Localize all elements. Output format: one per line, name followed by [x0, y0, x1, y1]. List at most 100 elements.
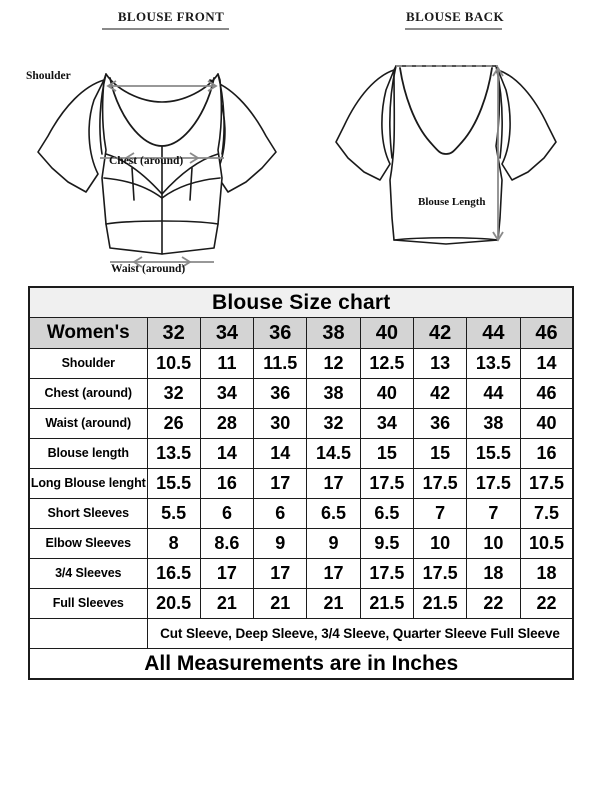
column-header-size: 32 — [146, 317, 201, 349]
table-cell: 15 — [412, 438, 468, 469]
table-row: Waist (around) 26 28 30 32 34 36 38 40 — [28, 408, 574, 439]
table-cell: 36 — [253, 378, 308, 409]
table-cell: 21 — [253, 588, 308, 619]
column-header-size: 34 — [199, 317, 255, 349]
label-shoulder: Shoulder — [26, 70, 71, 82]
table-cell: 26 — [146, 408, 201, 439]
table-cell: 17.5 — [412, 558, 468, 589]
blouse-front-title: BLOUSE FRONT — [117, 9, 225, 24]
table-cell: 32 — [146, 378, 201, 409]
shoulder-measure-arrow — [106, 80, 218, 92]
column-header-size: 44 — [466, 317, 521, 349]
table-cell: 16 — [199, 468, 255, 499]
table-cell: 10 — [412, 528, 468, 559]
blouse-back-illustration — [335, 65, 557, 245]
table-cell: 40 — [359, 378, 414, 409]
table-cell: 21.5 — [412, 588, 468, 619]
table-cell: 16.5 — [146, 558, 201, 589]
label-chest: Chest (around) — [109, 155, 184, 167]
table-cell: 42 — [412, 378, 468, 409]
table-cell: 22 — [519, 588, 574, 619]
table-cell: 13.5 — [466, 348, 521, 379]
column-header-women: Women's — [28, 317, 148, 349]
chart-title: Blouse Size chart — [28, 286, 574, 318]
table-row: Full Sleeves 20.5 21 21 21 21.5 21.5 22 … — [28, 588, 574, 619]
front-title-underline — [102, 28, 229, 30]
label-blouse-length: Blouse Length — [418, 196, 486, 208]
table-row: Shoulder 10.5 11 11.5 12 12.5 13 13.5 14 — [28, 348, 574, 379]
row-header: Chest (around) — [28, 378, 148, 409]
table-cell: 17 — [253, 468, 308, 499]
table-cell: 9.5 — [359, 528, 414, 559]
table-cell: 36 — [412, 408, 468, 439]
row-header: Blouse length — [28, 438, 148, 469]
row-header: 3/4 Sleeves — [28, 558, 148, 589]
size-chart-container: Blouse Size chart Women's 32 34 36 38 40… — [28, 286, 575, 680]
table-cell: 7 — [466, 498, 521, 529]
empty-cell — [28, 618, 148, 649]
table-cell: 10.5 — [519, 528, 574, 559]
table-cell: 8.6 — [199, 528, 255, 559]
table-cell: 17.5 — [466, 468, 521, 499]
table-cell: 17.5 — [519, 468, 574, 499]
row-header: Elbow Sleeves — [28, 528, 148, 559]
blouse-size-chart-table: Blouse Size chart Women's 32 34 36 38 40… — [28, 286, 575, 680]
table-cell: 10 — [466, 528, 521, 559]
chest-measure-arrow — [100, 152, 224, 164]
table-cell: 44 — [466, 378, 521, 409]
table-cell: 15 — [359, 438, 414, 469]
column-header-size: 46 — [519, 317, 574, 349]
table-cell: 46 — [519, 378, 574, 409]
table-cell: 9 — [306, 528, 361, 559]
table-cell: 21 — [306, 588, 361, 619]
table-cell: 9 — [253, 528, 308, 559]
table-cell: 34 — [359, 408, 414, 439]
label-waist: Waist (around) — [111, 263, 186, 275]
row-header: Full Sleeves — [28, 588, 148, 619]
table-cell: 14 — [253, 438, 308, 469]
table-cell: 12.5 — [359, 348, 414, 379]
table-cell: 7.5 — [519, 498, 574, 529]
sleeve-types-note: Cut Sleeve, Deep Sleeve, 3/4 Sleeve, Qua… — [146, 618, 574, 649]
table-cell: 17.5 — [412, 468, 468, 499]
table-cell: 30 — [253, 408, 308, 439]
table-cell: 14 — [519, 348, 574, 379]
sleeve-note-row: Cut Sleeve, Deep Sleeve, 3/4 Sleeve, Qua… — [28, 618, 574, 649]
table-cell: 38 — [466, 408, 521, 439]
row-header: Waist (around) — [28, 408, 148, 439]
table-cell: 17 — [253, 558, 308, 589]
table-cell: 16 — [519, 438, 574, 469]
table-cell: 14 — [199, 438, 255, 469]
table-cell: 14.5 — [306, 438, 361, 469]
back-title-underline — [405, 28, 502, 30]
table-cell: 13.5 — [146, 438, 201, 469]
table-cell: 18 — [519, 558, 574, 589]
table-cell: 40 — [519, 408, 574, 439]
blouse-length-measure-arrow — [492, 66, 504, 242]
table-cell: 6.5 — [306, 498, 361, 529]
blouse-back-diagram: BLOUSE BACK — [320, 0, 590, 285]
table-row: Chest (around) 32 34 36 38 40 42 44 46 — [28, 378, 574, 409]
row-header: Long Blouse lenght — [28, 468, 148, 499]
table-row: Blouse length 13.5 14 14 14.5 15 15 15.5… — [28, 438, 574, 469]
table-cell: 15.5 — [466, 438, 521, 469]
table-cell: 6 — [253, 498, 308, 529]
table-row: 3/4 Sleeves 16.5 17 17 17 17.5 17.5 18 1… — [28, 558, 574, 589]
row-header: Shoulder — [28, 348, 148, 379]
table-cell: 20.5 — [146, 588, 201, 619]
table-cell: 17.5 — [359, 468, 414, 499]
table-cell: 11.5 — [253, 348, 308, 379]
column-header-size: 38 — [306, 317, 361, 349]
table-header-row: Women's 32 34 36 38 40 42 44 46 — [28, 317, 574, 349]
table-cell: 5.5 — [146, 498, 201, 529]
table-cell: 17 — [306, 558, 361, 589]
table-cell: 28 — [199, 408, 255, 439]
table-cell: 13 — [412, 348, 468, 379]
table-cell: 34 — [199, 378, 255, 409]
diagram-section: BLOUSE FRONT — [0, 0, 600, 285]
column-header-size: 36 — [253, 317, 308, 349]
table-cell: 7 — [412, 498, 468, 529]
table-cell: 17 — [199, 558, 255, 589]
table-cell: 17 — [306, 468, 361, 499]
table-cell: 21.5 — [359, 588, 414, 619]
